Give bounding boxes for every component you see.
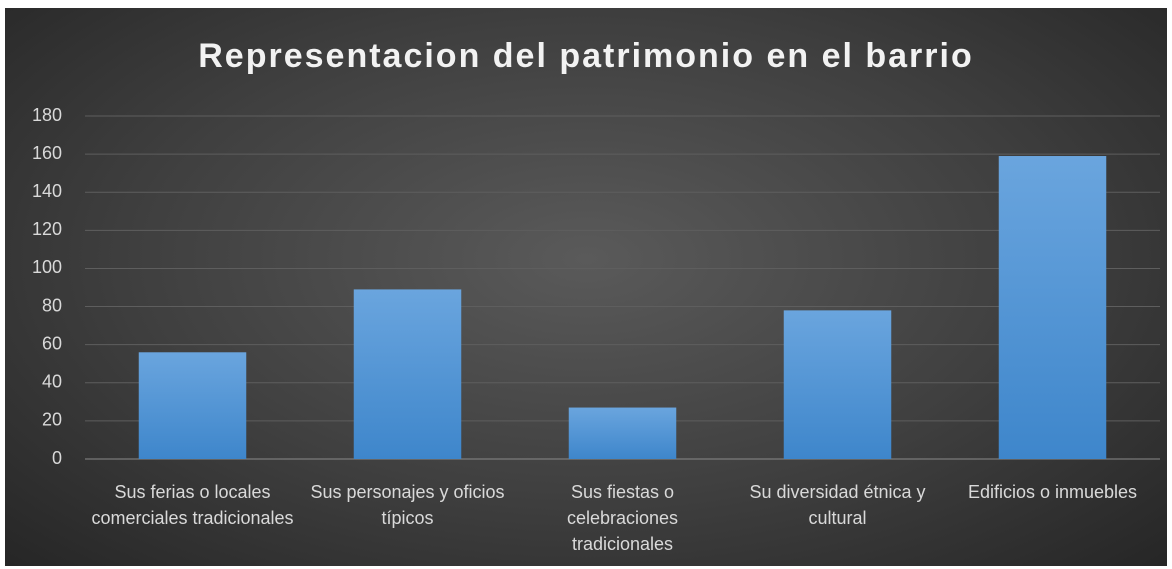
chart-area: Representacion del patrimonio en el barr…: [5, 8, 1167, 566]
y-tick-label: 20: [42, 410, 62, 430]
y-tick-label: 0: [52, 448, 62, 468]
bar: [353, 289, 462, 459]
x-tick-label: Su diversidad étnica y cultural: [749, 482, 926, 528]
y-tick-label: 160: [32, 143, 62, 163]
x-tick-label: Sus ferias o locales comerciales tradici…: [91, 482, 294, 528]
y-tick-label: 80: [42, 295, 62, 315]
x-tick-label: Edificios o inmuebles: [967, 482, 1138, 502]
chart: Representacion del patrimonio en el barr…: [32, 37, 1160, 468]
y-tick-label: 40: [42, 372, 62, 392]
x-tick-label: Sus fiestas o celebraciones tradicionale…: [566, 482, 679, 554]
x-tick-label: Sus personajes y oficios típicos: [310, 482, 505, 528]
y-tick-label: 140: [32, 181, 62, 201]
y-tick-label: 120: [32, 219, 62, 239]
chart-title: Representacion del patrimonio en el barr…: [198, 37, 974, 75]
bar: [783, 310, 892, 459]
bar: [138, 352, 247, 459]
y-tick-label: 60: [42, 333, 62, 353]
y-tick-label: 100: [32, 257, 62, 277]
bar: [568, 407, 677, 459]
y-tick-label: 180: [32, 105, 62, 125]
bar: [998, 156, 1107, 459]
